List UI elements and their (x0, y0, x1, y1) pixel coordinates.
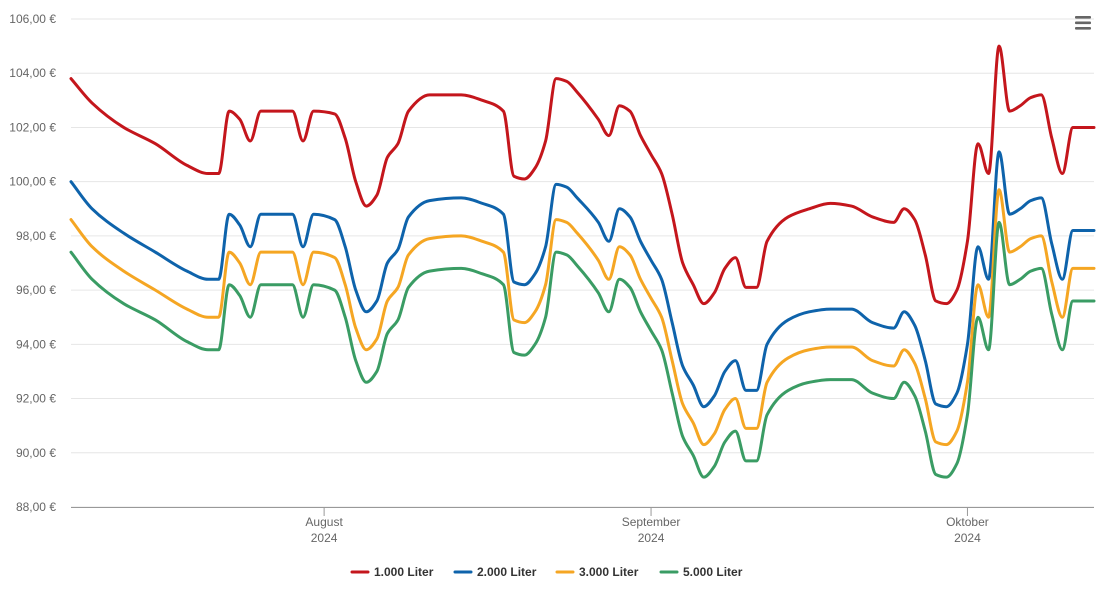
legend-item-1[interactable]: 1.000 Liter (350, 565, 434, 579)
legend-label: 1.000 Liter (374, 565, 434, 579)
x-axis: August 2024 September 2024 Oktober 2024 (71, 507, 1094, 545)
legend: 1.000 Liter 2.000 Liter 3.000 Liter 5.000 L… (350, 565, 743, 579)
x-tick-sublabel: 2024 (638, 531, 665, 545)
legend-item-4[interactable]: 5.000 Liter (659, 565, 743, 579)
y-tick-label: 94,00 € (16, 337, 56, 351)
legend-item-3[interactable]: 3.000 Liter (555, 565, 639, 579)
y-tick-label: 96,00 € (16, 283, 56, 297)
y-tick-label: 88,00 € (16, 500, 56, 514)
hamburger-menu-icon[interactable] (1073, 14, 1093, 32)
y-tick-label: 100,00 € (9, 175, 56, 189)
x-tick-label: September (622, 515, 681, 529)
x-tick-label: Oktober (946, 515, 989, 529)
y-tick-label: 104,00 € (9, 66, 56, 80)
x-tick-label: August (305, 515, 343, 529)
legend-label: 2.000 Liter (477, 565, 537, 579)
series-lines (69, 44, 1096, 479)
series-line-4 (69, 220, 1096, 479)
series-line-1 (69, 44, 1096, 306)
x-tick-sublabel: 2024 (954, 531, 981, 545)
y-tick-label: 98,00 € (16, 229, 56, 243)
series-line-2 (69, 150, 1096, 409)
series-line-3 (69, 188, 1096, 447)
legend-item-2[interactable]: 2.000 Liter (453, 565, 537, 579)
y-tick-label: 106,00 € (9, 12, 56, 26)
grid-lines (71, 18, 1094, 508)
legend-label: 3.000 Liter (579, 565, 639, 579)
y-tick-label: 90,00 € (16, 446, 56, 460)
y-tick-label: 102,00 € (9, 120, 56, 134)
y-tick-label: 92,00 € (16, 392, 56, 406)
y-axis: 88,00 € 90,00 € 92,00 € 94,00 € 96,00 € 98,00… (9, 12, 56, 514)
legend-label: 5.000 Liter (683, 565, 743, 579)
x-tick-sublabel: 2024 (311, 531, 338, 545)
